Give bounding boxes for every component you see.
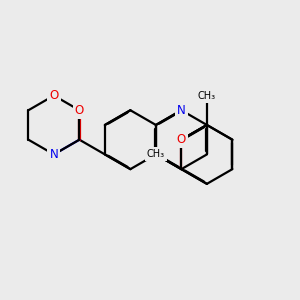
Text: O: O [177, 133, 186, 146]
Text: O: O [75, 104, 84, 117]
Text: O: O [49, 89, 58, 102]
Text: CH₃: CH₃ [198, 91, 216, 100]
Text: CH₃: CH₃ [147, 149, 165, 159]
Text: N: N [177, 104, 186, 117]
Text: N: N [50, 148, 58, 161]
